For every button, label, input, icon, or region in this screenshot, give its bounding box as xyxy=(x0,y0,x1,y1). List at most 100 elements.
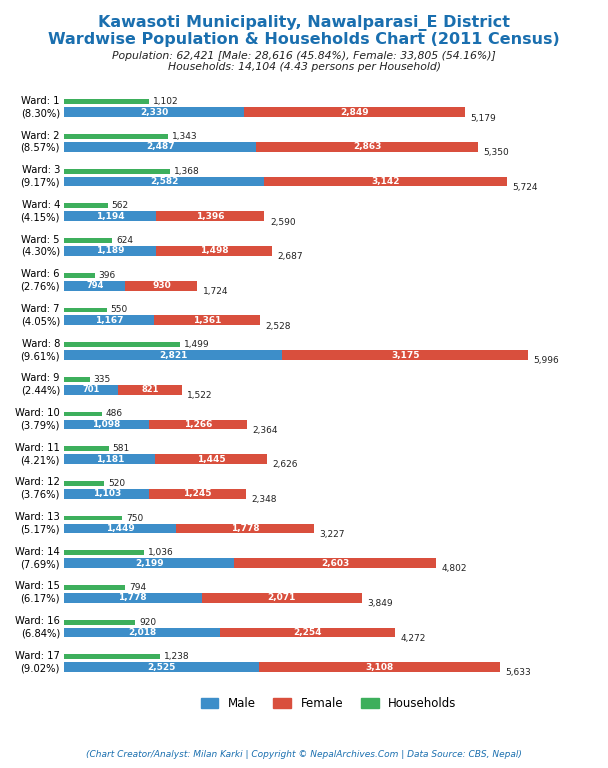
Text: 1,189: 1,189 xyxy=(96,247,124,256)
Text: 2,603: 2,603 xyxy=(321,558,349,568)
Bar xyxy=(64,654,160,659)
Bar xyxy=(64,446,109,451)
Bar xyxy=(64,177,264,187)
Text: 1,449: 1,449 xyxy=(106,524,134,533)
Bar xyxy=(64,515,122,521)
Text: 3,849: 3,849 xyxy=(367,599,393,608)
Text: 2,071: 2,071 xyxy=(268,594,296,602)
Text: 701: 701 xyxy=(83,386,100,394)
Text: 1,778: 1,778 xyxy=(119,594,147,602)
Bar xyxy=(64,99,150,104)
Bar xyxy=(119,385,182,395)
Text: 624: 624 xyxy=(116,236,133,245)
Bar xyxy=(156,211,264,221)
Bar xyxy=(176,524,314,533)
Bar xyxy=(64,454,156,464)
Text: 1,724: 1,724 xyxy=(203,287,229,296)
Text: 2,582: 2,582 xyxy=(150,177,178,186)
Bar xyxy=(64,204,108,208)
Text: 2,525: 2,525 xyxy=(148,663,176,672)
Bar xyxy=(156,454,268,464)
Text: 5,350: 5,350 xyxy=(483,148,510,157)
Text: 2,687: 2,687 xyxy=(277,253,303,261)
Bar xyxy=(64,627,220,637)
Text: 2,364: 2,364 xyxy=(252,425,278,435)
Text: Households: 14,104 (4.43 persons per Household): Households: 14,104 (4.43 persons per Hou… xyxy=(167,62,441,72)
Text: 2,487: 2,487 xyxy=(146,142,174,151)
Bar xyxy=(64,246,156,256)
Bar xyxy=(64,662,260,672)
Bar xyxy=(64,551,144,555)
Text: 520: 520 xyxy=(108,478,125,488)
Text: 750: 750 xyxy=(126,514,143,522)
Text: 5,996: 5,996 xyxy=(534,356,559,366)
Text: 5,724: 5,724 xyxy=(513,183,538,192)
Bar xyxy=(64,419,149,429)
Text: 550: 550 xyxy=(110,306,128,314)
Text: 1,266: 1,266 xyxy=(184,420,212,429)
Bar xyxy=(64,524,176,533)
Bar xyxy=(202,593,362,603)
Text: 3,227: 3,227 xyxy=(319,530,345,539)
Text: 562: 562 xyxy=(111,201,128,210)
Text: 930: 930 xyxy=(152,281,171,290)
Text: 2,863: 2,863 xyxy=(353,142,381,151)
Text: 2,590: 2,590 xyxy=(270,217,295,227)
Bar xyxy=(64,350,282,360)
Text: 1,036: 1,036 xyxy=(148,548,174,558)
Text: 1,361: 1,361 xyxy=(193,316,221,325)
Text: 1,522: 1,522 xyxy=(187,391,213,400)
Bar xyxy=(64,620,135,624)
Bar xyxy=(64,169,170,174)
Bar xyxy=(64,281,125,290)
Bar xyxy=(64,558,234,568)
Text: 335: 335 xyxy=(94,375,111,384)
Bar xyxy=(149,419,247,429)
Text: Population: 62,421 [Male: 28,616 (45.84%), Female: 33,805 (54.16%)]: Population: 62,421 [Male: 28,616 (45.84%… xyxy=(112,51,496,61)
Text: 794: 794 xyxy=(129,583,147,592)
Text: 2,348: 2,348 xyxy=(251,495,277,504)
Text: 396: 396 xyxy=(98,271,116,280)
Bar xyxy=(64,142,257,152)
Bar xyxy=(64,316,154,325)
Text: 581: 581 xyxy=(112,444,130,453)
Bar xyxy=(234,558,436,568)
Text: 1,498: 1,498 xyxy=(199,247,229,256)
Bar xyxy=(64,238,112,243)
Bar xyxy=(156,246,272,256)
Bar xyxy=(64,134,168,139)
Bar xyxy=(150,489,246,498)
Text: 1,167: 1,167 xyxy=(95,316,123,325)
Text: Kawasoti Municipality, Nawalparasi_E District: Kawasoti Municipality, Nawalparasi_E Dis… xyxy=(98,15,510,31)
Bar xyxy=(64,585,125,590)
Bar xyxy=(64,385,119,395)
Text: 486: 486 xyxy=(105,409,122,419)
Bar xyxy=(264,177,507,187)
Bar xyxy=(64,489,150,498)
Bar xyxy=(64,307,106,313)
Text: 1,245: 1,245 xyxy=(184,489,212,498)
Bar xyxy=(64,343,180,347)
Text: 4,802: 4,802 xyxy=(441,564,467,574)
Bar xyxy=(64,412,102,416)
Bar xyxy=(220,627,395,637)
Text: 1,445: 1,445 xyxy=(197,455,226,464)
Text: 2,528: 2,528 xyxy=(265,322,291,331)
Text: 1,098: 1,098 xyxy=(92,420,121,429)
Text: 4,272: 4,272 xyxy=(400,634,426,643)
Text: Wardwise Population & Households Chart (2011 Census): Wardwise Population & Households Chart (… xyxy=(48,32,560,48)
Text: 1,499: 1,499 xyxy=(184,340,209,349)
Text: 1,103: 1,103 xyxy=(92,489,121,498)
Text: 3,175: 3,175 xyxy=(391,350,420,359)
Text: 2,821: 2,821 xyxy=(159,350,187,359)
Bar xyxy=(64,273,95,278)
Bar xyxy=(64,481,105,486)
Text: 5,633: 5,633 xyxy=(505,668,531,677)
Text: 1,238: 1,238 xyxy=(164,652,189,661)
Text: 1,194: 1,194 xyxy=(96,212,125,220)
Bar xyxy=(260,662,500,672)
Bar xyxy=(154,316,260,325)
Bar xyxy=(282,350,528,360)
Text: 1,343: 1,343 xyxy=(171,132,198,141)
Text: 2,330: 2,330 xyxy=(140,108,168,117)
